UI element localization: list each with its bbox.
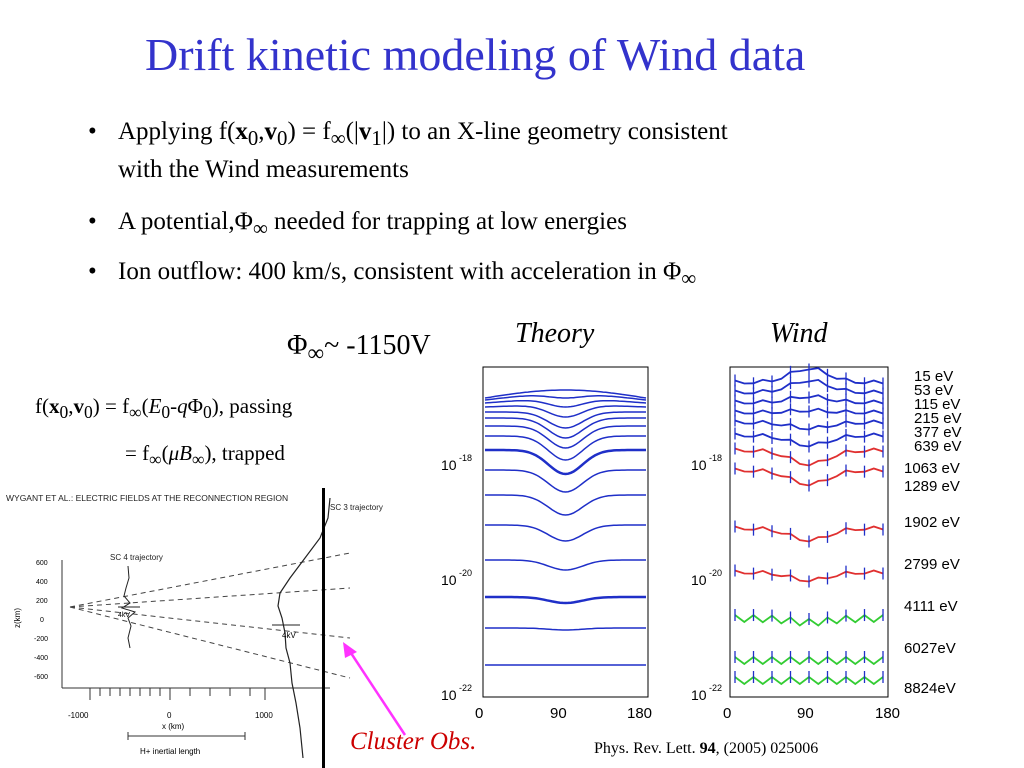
- cluster-obs-label: Cluster Obs.: [350, 728, 477, 755]
- bullet-marker: •: [88, 258, 97, 285]
- energy-label: 115 eV: [914, 396, 961, 413]
- theory-plot: 10 -18 10 -20 10 -22 0 90 180: [441, 366, 652, 722]
- ytick: -200: [34, 636, 48, 643]
- ytick: -400: [34, 655, 48, 662]
- ytick-exp: -22: [459, 683, 472, 693]
- sc3-trajectory: [277, 497, 331, 759]
- trapped-equation: = f∞(μB∞), trapped: [125, 441, 285, 470]
- ytick-1e-20: 10: [441, 572, 457, 588]
- cluster-trajectory-figure: WYGANT ET AL.: ELECTRIC FIELDS AT THE RE…: [6, 488, 383, 768]
- energy-label: 1902 eV: [904, 514, 960, 531]
- theory-plot-frame: [482, 366, 649, 698]
- cluster-x-label: x (km): [162, 722, 185, 731]
- xtick: 180: [627, 705, 652, 722]
- xtick: 90: [797, 705, 814, 722]
- energy-label: 53 eV: [914, 382, 954, 399]
- cluster-y-label: z(km): [13, 608, 22, 628]
- energy-label: 215 eV: [914, 410, 962, 427]
- bullet-applying-line2: with the Wind measurements: [118, 156, 409, 183]
- ytick-exp: -18: [709, 453, 722, 463]
- cluster-y-ticks: 600 400 200 0 -200 -400 -600: [34, 560, 48, 681]
- phi-value-label: Φ∞~ -1150V: [287, 330, 431, 367]
- energy-label: 1063 eV: [904, 460, 960, 477]
- cluster-obs-arrow: [343, 642, 407, 736]
- passing-equation: f(x0,v0) = f∞(E0-qΦ0), passing: [35, 394, 293, 423]
- theory-curve: [485, 425, 646, 449]
- wind-plot: 10 -18 10 -20 10 -22 0 90 180: [691, 363, 900, 722]
- separatrix-lines: [69, 552, 351, 679]
- ytick: -600: [34, 674, 48, 681]
- theory-curve: [485, 448, 646, 476]
- theory-curve: [485, 494, 646, 516]
- ytick-exp: -20: [709, 568, 722, 578]
- xtick: -1000: [68, 711, 89, 720]
- bullet-applying-line1: Applying f(x0,v0) = f∞(|v1|) to an X-lin…: [118, 118, 728, 150]
- theory-curve: [485, 627, 646, 631]
- ytick: 600: [36, 560, 48, 567]
- bullet-potential-text: A potential,Φ∞ needed for trapping at lo…: [118, 208, 627, 240]
- sc3-trajectory-label: SC 3 trajectory: [330, 503, 383, 512]
- theory-curves: [484, 389, 647, 666]
- wind-curves: [734, 363, 884, 686]
- energy-label: 639 eV: [914, 438, 962, 455]
- theory-curve: [484, 389, 647, 399]
- energy-label: 6027eV: [904, 640, 956, 657]
- wind-label: Wind: [770, 318, 828, 349]
- theory-curve: [485, 524, 646, 542]
- ytick-1e-22: 10: [441, 687, 457, 703]
- xtick: 0: [475, 705, 483, 722]
- energy-label: 8824eV: [904, 680, 956, 697]
- theory-label: Theory: [515, 318, 595, 349]
- xtick: 180: [875, 705, 900, 722]
- kv-scale-small: 4kV: [118, 612, 130, 619]
- theory-curve: [484, 399, 647, 408]
- wind-energy-legend: 15 eV 53 eV 115 eV 215 eV 377 eV 639 eV 1063 e…: [896, 368, 976, 708]
- xtick: 90: [550, 705, 567, 722]
- theory-curve: [485, 435, 646, 461]
- theory-curve: [485, 595, 646, 605]
- ytick-1e-20: 10: [691, 572, 707, 588]
- theory-curve: [484, 395, 647, 401]
- energy-label: 377 eV: [914, 424, 962, 441]
- slide-title: Drift kinetic modeling of Wind data: [145, 29, 806, 80]
- theory-curve: [484, 405, 647, 418]
- ytick-1e-18: 10: [691, 457, 707, 473]
- theory-curve: [485, 559, 646, 571]
- inertial-length-label: H+ inertial length: [140, 747, 200, 756]
- xtick: 0: [167, 711, 172, 720]
- xtick: 0: [723, 705, 731, 722]
- xtick: 1000: [255, 711, 273, 720]
- ytick-1e-22: 10: [691, 687, 707, 703]
- bullet-marker: •: [88, 118, 97, 145]
- ytick-exp: -18: [459, 453, 472, 463]
- bullet-outflow-text: Ion outflow: 400 km/s, consistent with a…: [118, 258, 697, 290]
- theory-curve: [485, 469, 646, 493]
- ytick-exp: -20: [459, 568, 472, 578]
- theory-curve: [485, 417, 646, 439]
- kv-scale-large: 4kV: [282, 631, 296, 640]
- energy-label: 4111 eV: [904, 598, 958, 615]
- bullet-marker: •: [88, 208, 97, 235]
- ytick: 200: [36, 598, 48, 605]
- ytick-exp: -22: [709, 683, 722, 693]
- sc4-trajectory-label: SC 4 trajectory: [110, 553, 163, 562]
- scan-border: [322, 488, 325, 768]
- sc4-trajectory: [120, 565, 137, 649]
- energy-label: 2799 eV: [904, 556, 960, 573]
- theory-curve: [485, 411, 646, 429]
- citation: Phys. Rev. Lett. 94, (2005) 025006: [594, 740, 819, 757]
- energy-label: 1289 eV: [904, 478, 960, 495]
- ytick-1e-18: 10: [441, 457, 457, 473]
- ytick: 400: [36, 579, 48, 586]
- cluster-figure-header: WYGANT ET AL.: ELECTRIC FIELDS AT THE RE…: [6, 493, 288, 503]
- energy-label: 15 eV: [914, 368, 954, 385]
- arrow-head-icon: [343, 642, 357, 658]
- ytick: 0: [40, 617, 44, 624]
